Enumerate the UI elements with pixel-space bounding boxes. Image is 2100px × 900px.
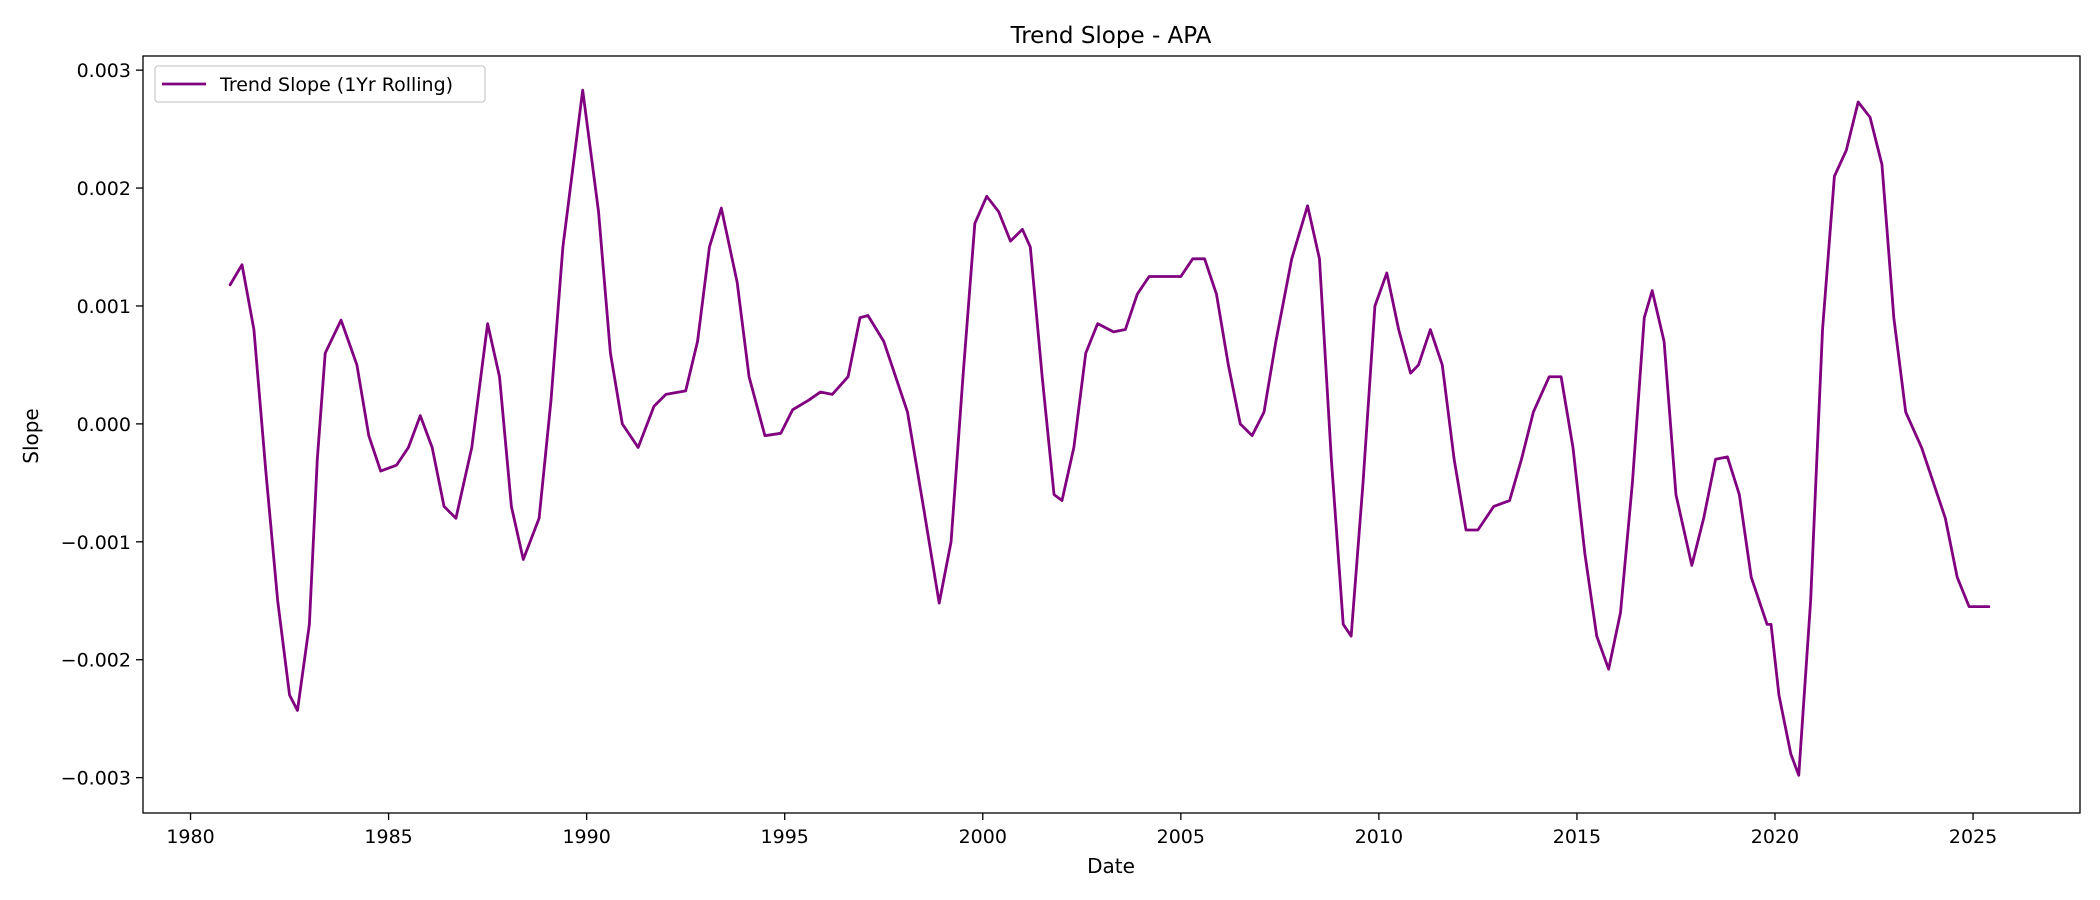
x-tick-label: 2015 [1553,826,1601,848]
chart-title: Trend Slope - APA [1010,23,1212,49]
series-line-trend-slope [228,88,1991,777]
plot-frame [142,55,2081,814]
y-tick-label: 0.003 [77,60,131,82]
y-tick-label: −0.003 [61,768,131,790]
x-tick-label: 2000 [959,826,1007,848]
y-tick-label: −0.002 [61,650,131,672]
x-tick-label: 2025 [1949,826,1997,848]
y-tick-label: 0.000 [77,414,131,436]
y-tick-label: 0.001 [77,296,131,318]
y-tick-label: 0.002 [77,178,131,200]
plot-area: 1980 1985 1990 1995 2000 2005 2010 2015 2020 2025… [61,55,2081,848]
x-tick-label: 1995 [761,826,809,848]
x-tick-label: 1985 [364,826,412,848]
legend: Trend Slope (1Yr Rolling) [154,65,486,103]
legend-box [154,65,486,103]
x-tick-label: 1990 [562,826,610,848]
x-tick-label: 1980 [166,826,214,848]
y-tick-label: −0.001 [61,532,131,554]
y-axis-title: Slope [19,408,43,464]
x-tick-label: 2005 [1157,826,1205,848]
x-axis-title: Date [1087,854,1135,878]
x-tick-label: 2020 [1751,826,1799,848]
legend-label: Trend Slope (1Yr Rolling) [219,74,453,96]
x-tick-label: 2010 [1355,826,1403,848]
